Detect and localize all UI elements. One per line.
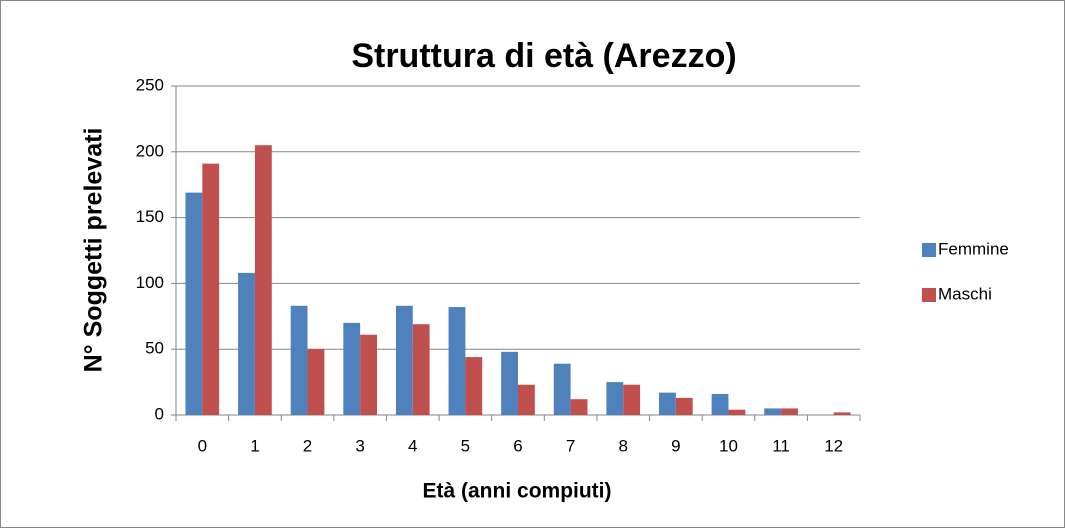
bar xyxy=(465,357,483,415)
bar xyxy=(606,382,624,415)
x-tick-label: 1 xyxy=(250,436,259,455)
bar xyxy=(675,397,693,415)
y-tick-label: 150 xyxy=(136,207,164,226)
x-tick-label: 8 xyxy=(618,436,627,455)
bar xyxy=(343,322,361,415)
x-tick-label: 9 xyxy=(671,436,680,455)
x-tick-label: 5 xyxy=(461,436,470,455)
bar xyxy=(623,384,641,415)
bar xyxy=(764,408,782,415)
x-tick-label: 7 xyxy=(566,436,575,455)
x-tick-label: 0 xyxy=(198,436,207,455)
x-tick-label: 12 xyxy=(824,436,843,455)
bar xyxy=(518,384,535,415)
bar xyxy=(570,399,588,415)
y-tick-label: 250 xyxy=(136,75,164,94)
x-tick-label: 10 xyxy=(719,436,738,455)
legend-swatch xyxy=(922,243,936,257)
y-axis-label: N° Soggetti prelevati xyxy=(80,128,108,373)
x-tick-label: 4 xyxy=(408,436,417,455)
x-axis-label: Età (anni compiuti) xyxy=(423,480,612,503)
bar xyxy=(728,409,746,415)
bar xyxy=(711,393,729,415)
bar xyxy=(307,349,325,415)
y-tick-label: 50 xyxy=(145,339,164,358)
chart-title: Struttura di età (Arezzo) xyxy=(351,37,736,75)
x-tick-label: 11 xyxy=(772,436,790,455)
bar xyxy=(659,392,676,415)
x-tick-label: 3 xyxy=(355,436,364,455)
y-tick-label: 200 xyxy=(136,141,164,160)
legend-label: Maschi xyxy=(938,284,992,303)
x-tick-label: 6 xyxy=(513,436,522,455)
bar xyxy=(254,145,272,415)
y-tick-label: 100 xyxy=(136,273,164,292)
bar xyxy=(501,351,518,415)
bar xyxy=(553,363,571,415)
bar xyxy=(360,334,377,415)
bar xyxy=(412,324,430,415)
legend-label: Femmine xyxy=(938,239,1009,258)
bar xyxy=(833,412,851,415)
legend-swatch xyxy=(922,288,936,302)
bar xyxy=(202,163,220,415)
bar xyxy=(781,408,798,415)
bar xyxy=(185,192,203,415)
bar xyxy=(238,272,255,415)
bar xyxy=(290,305,308,415)
y-tick-label: 0 xyxy=(155,404,164,423)
x-tick-label: 2 xyxy=(303,436,312,455)
bar xyxy=(448,307,466,415)
bar xyxy=(395,305,413,415)
